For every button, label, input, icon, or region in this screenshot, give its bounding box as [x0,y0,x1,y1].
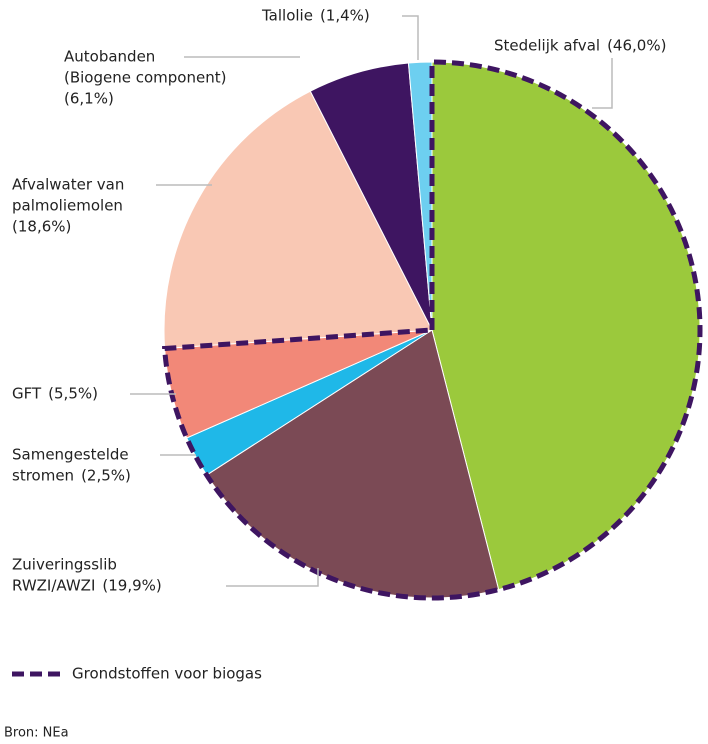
value-label: (18,6%) [12,218,71,236]
value-label: (6,1%) [64,90,114,108]
group-outline [161,59,703,601]
slice-label: Zuiveringsslib [12,556,117,574]
slice-label: (Biogene component) [64,69,226,87]
value-label: (1,4%) [320,7,370,25]
slice-label: Afvalwater van [12,176,124,194]
pie-slice [407,61,433,331]
slice-label: Stedelijk afval [494,37,600,55]
slice-label: Autobanden [64,48,155,66]
value-label: (5,5%) [48,385,98,403]
leader-line [226,568,319,587]
slice-label: Tallolie [261,7,313,25]
legend-label: Grondstoffen voor biogas [72,665,262,683]
slice-label: RWZI/AWZI [12,577,95,595]
slice-label: palmoliemolen [12,197,123,215]
slice-label: GFT [12,385,42,403]
value-label: (19,9%) [102,577,161,595]
leader-line [402,15,419,60]
pie-slice [163,90,433,350]
value-label: (46,0%) [607,37,666,55]
slice-label: Samengestelde [12,446,129,464]
slice-label: stromen [12,467,74,485]
leader-line [592,58,613,109]
source: Bron: NEa [4,726,69,741]
value-label: (2,5%) [81,467,131,485]
